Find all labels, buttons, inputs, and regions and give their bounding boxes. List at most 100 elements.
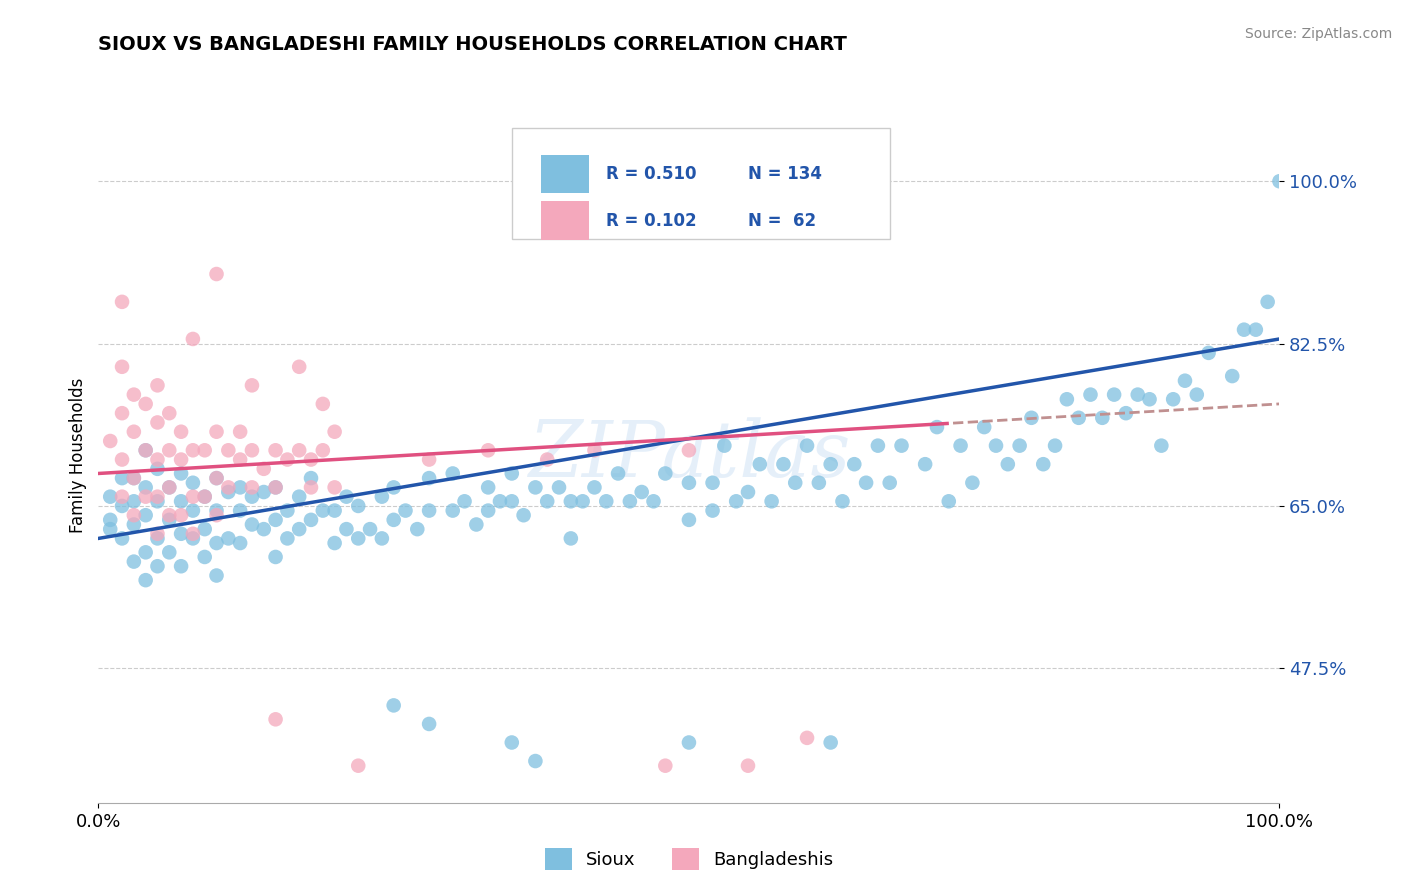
Y-axis label: Family Households: Family Households (69, 377, 87, 533)
Point (678, 475, 700, 490)
Point (1056, 392, 1078, 407)
Point (299, 513, 322, 527)
Point (501, 494, 523, 508)
Point (382, 698, 405, 713)
Point (1185, 387, 1208, 401)
Point (111, 452, 134, 467)
Point (359, 522, 381, 536)
Point (135, 443, 157, 458)
Point (146, 416, 169, 430)
Point (1233, 323, 1256, 337)
Point (122, 471, 145, 485)
Point (135, 397, 157, 411)
Point (157, 406, 180, 420)
Point (382, 513, 405, 527)
Point (98, 490, 121, 504)
Point (678, 735, 700, 749)
Point (571, 494, 593, 508)
Point (181, 503, 204, 517)
Point (253, 462, 276, 476)
Point (240, 480, 263, 494)
Point (785, 475, 807, 490)
Point (654, 467, 676, 481)
Point (181, 475, 204, 490)
Point (1198, 346, 1220, 360)
Point (288, 359, 311, 374)
Point (240, 378, 263, 392)
Point (146, 378, 169, 392)
Point (170, 467, 193, 481)
Point (973, 420, 995, 434)
Point (347, 758, 370, 772)
Point (347, 532, 370, 546)
Point (146, 462, 169, 476)
Point (205, 425, 228, 439)
Point (264, 480, 287, 494)
Point (111, 532, 134, 546)
Point (111, 294, 134, 309)
FancyBboxPatch shape (512, 128, 890, 239)
Point (288, 443, 311, 458)
Point (453, 494, 475, 508)
Text: N = 134: N = 134 (748, 165, 823, 183)
Point (135, 545, 157, 559)
Point (1126, 387, 1149, 401)
Point (737, 485, 759, 500)
Point (548, 480, 571, 494)
Point (748, 457, 770, 471)
Point (135, 508, 157, 523)
Point (229, 425, 252, 439)
Point (253, 522, 276, 536)
Point (170, 452, 193, 467)
Point (1161, 392, 1184, 407)
Point (678, 513, 700, 527)
Point (146, 494, 169, 508)
Bar (541, 154, 589, 193)
Point (205, 536, 228, 550)
Point (146, 526, 169, 541)
Point (678, 443, 700, 458)
Point (394, 503, 416, 517)
Text: SIOUX VS BANGLADESHI FAMILY HOUSEHOLDS CORRELATION CHART: SIOUX VS BANGLADESHI FAMILY HOUSEHOLDS C… (98, 35, 848, 54)
Point (264, 712, 287, 726)
Point (122, 494, 145, 508)
Point (146, 532, 169, 546)
Point (501, 467, 523, 481)
Point (418, 471, 440, 485)
Point (607, 467, 630, 481)
Point (135, 490, 157, 504)
Point (181, 490, 204, 504)
Point (418, 503, 440, 517)
Point (512, 508, 534, 523)
Text: R = 0.102: R = 0.102 (606, 211, 697, 229)
Point (418, 452, 440, 467)
Point (181, 526, 204, 541)
Point (737, 758, 759, 772)
Point (630, 485, 652, 500)
Point (253, 485, 276, 500)
Point (1150, 439, 1173, 453)
Point (501, 735, 523, 749)
Point (441, 467, 464, 481)
Point (335, 522, 357, 536)
Point (949, 439, 972, 453)
Point (205, 568, 228, 582)
Point (844, 457, 866, 471)
Point (205, 471, 228, 485)
Point (1257, 294, 1279, 309)
Point (418, 717, 440, 731)
Point (194, 490, 217, 504)
Point (560, 532, 582, 546)
Point (98, 434, 121, 448)
Point (524, 480, 547, 494)
Point (1174, 374, 1197, 388)
Point (536, 494, 558, 508)
Point (619, 494, 641, 508)
Point (879, 475, 901, 490)
Point (181, 443, 204, 458)
Point (205, 267, 228, 281)
Point (217, 443, 239, 458)
Point (382, 480, 405, 494)
Point (264, 443, 287, 458)
Point (229, 452, 252, 467)
